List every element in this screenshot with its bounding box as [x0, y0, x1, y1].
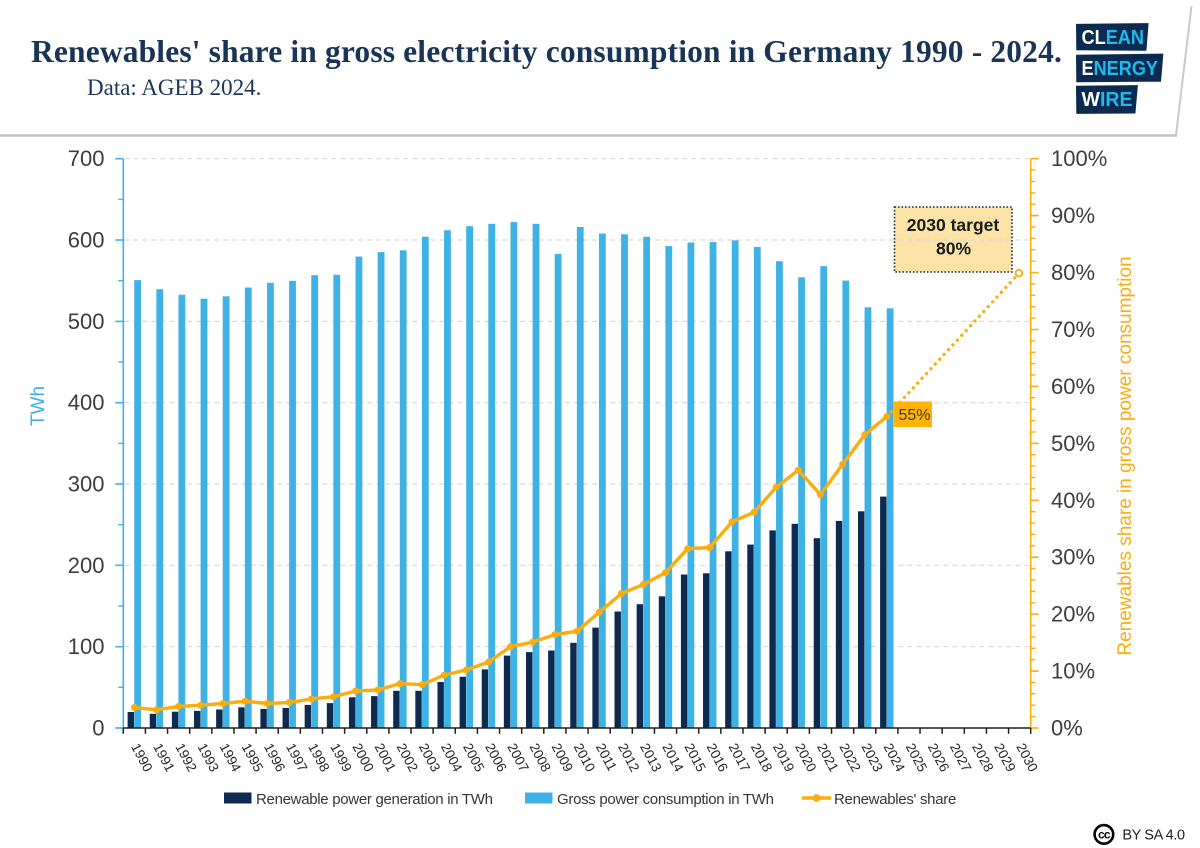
svg-text:2028: 2028: [969, 741, 996, 775]
svg-text:2030: 2030: [1013, 741, 1040, 775]
svg-text:2016: 2016: [704, 741, 731, 775]
svg-text:2013: 2013: [637, 741, 664, 775]
svg-text:0: 0: [92, 716, 104, 741]
svg-text:2030 target: 2030 target: [907, 215, 1000, 235]
svg-text:2007: 2007: [504, 741, 531, 775]
svg-text:BY SA 4.0: BY SA 4.0: [1122, 828, 1185, 844]
svg-text:60%: 60%: [1051, 374, 1095, 399]
svg-text:55%: 55%: [899, 407, 931, 424]
svg-text:Renewables share in gross powe: Renewables share in gross power consumpt…: [1115, 256, 1136, 655]
svg-text:2023: 2023: [858, 741, 885, 775]
svg-text:20%: 20%: [1051, 602, 1095, 627]
svg-text:1999: 1999: [327, 741, 354, 775]
svg-text:2017: 2017: [726, 741, 753, 775]
svg-text:Renewables' share: Renewables' share: [834, 791, 956, 808]
svg-text:2024: 2024: [881, 741, 909, 775]
svg-text:300: 300: [68, 472, 105, 497]
svg-text:2006: 2006: [482, 741, 509, 775]
svg-text:2010: 2010: [571, 741, 598, 775]
svg-text:80%: 80%: [1051, 260, 1095, 285]
svg-text:1998: 1998: [305, 741, 332, 775]
svg-text:70%: 70%: [1051, 317, 1095, 342]
svg-text:1994: 1994: [217, 741, 245, 775]
svg-text:400: 400: [68, 390, 105, 415]
svg-text:2002: 2002: [394, 741, 421, 775]
svg-text:0%: 0%: [1051, 716, 1083, 741]
svg-text:2000: 2000: [349, 741, 376, 775]
svg-text:30%: 30%: [1051, 545, 1095, 570]
svg-text:1990: 1990: [128, 741, 155, 775]
svg-text:2029: 2029: [991, 741, 1018, 775]
svg-text:2025: 2025: [903, 741, 930, 775]
svg-text:Gross power consumption in TWh: Gross power consumption in TWh: [557, 791, 774, 808]
svg-text:100%: 100%: [1051, 146, 1107, 171]
svg-text:cc: cc: [1098, 828, 1111, 842]
svg-text:WIRE: WIRE: [1082, 89, 1133, 111]
svg-text:700: 700: [68, 146, 105, 171]
svg-text:1991: 1991: [150, 741, 177, 775]
svg-text:2012: 2012: [615, 741, 642, 775]
svg-text:2020: 2020: [792, 741, 819, 775]
svg-text:2018: 2018: [748, 741, 775, 775]
svg-text:40%: 40%: [1051, 488, 1095, 513]
svg-text:50%: 50%: [1051, 431, 1095, 456]
svg-text:2014: 2014: [659, 741, 687, 775]
svg-text:2021: 2021: [814, 741, 841, 775]
svg-text:1992: 1992: [172, 741, 199, 775]
svg-text:2027: 2027: [947, 741, 974, 775]
svg-text:TWh: TWh: [28, 386, 49, 426]
svg-text:1995: 1995: [239, 741, 266, 775]
svg-text:1997: 1997: [283, 741, 310, 775]
svg-text:10%: 10%: [1051, 659, 1095, 684]
svg-text:Renewable power generation in: Renewable power generation in TWh: [256, 791, 493, 808]
svg-text:1996: 1996: [261, 741, 288, 775]
svg-text:2001: 2001: [372, 741, 399, 775]
svg-text:90%: 90%: [1051, 203, 1095, 228]
svg-text:2011: 2011: [593, 741, 620, 774]
svg-text:200: 200: [68, 553, 105, 578]
svg-text:ENERGY: ENERGY: [1082, 58, 1159, 80]
svg-text:CLEAN: CLEAN: [1082, 27, 1145, 49]
svg-text:600: 600: [68, 228, 105, 253]
svg-text:2009: 2009: [549, 741, 576, 775]
svg-text:2022: 2022: [836, 741, 863, 775]
svg-text:500: 500: [68, 309, 105, 334]
svg-text:2003: 2003: [416, 741, 443, 775]
svg-text:80%: 80%: [936, 239, 971, 259]
svg-text:100: 100: [68, 634, 105, 659]
svg-text:2026: 2026: [925, 741, 952, 775]
svg-text:2004: 2004: [438, 741, 466, 775]
svg-text:2015: 2015: [681, 741, 708, 775]
svg-text:2019: 2019: [770, 741, 797, 775]
svg-text:1993: 1993: [195, 741, 222, 775]
svg-text:2005: 2005: [460, 741, 487, 775]
svg-text:2008: 2008: [526, 741, 553, 775]
